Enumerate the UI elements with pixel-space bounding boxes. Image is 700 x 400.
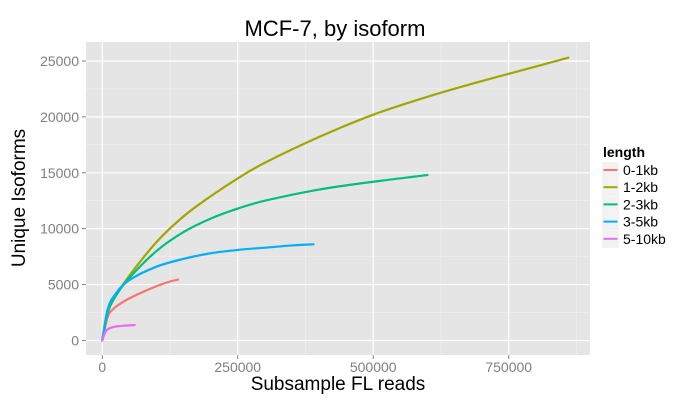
minor-gridlines [86,42,590,355]
y-tick-label: 20000 [40,109,79,125]
legend-label-2-3kb: 2-3kb [623,196,658,212]
legend-label-3-5kb: 3-5kb [623,214,658,230]
x-tick-label: 750000 [485,359,532,375]
y-tick-label: 25000 [40,53,79,69]
y-tick-label: 0 [71,332,79,348]
chart-title: MCF-7, by isoform [245,16,426,41]
y-axis: 0 5000 10000 15000 20000 25000 [40,53,86,348]
y-axis-title: Unique Isoforms [9,129,30,267]
y-tick-label: 15000 [40,165,79,181]
y-tick-label: 10000 [40,221,79,237]
legend-label-5-10kb: 5-10kb [623,231,666,247]
series-line-3-5kb [101,243,315,342]
legend-title: length [603,144,645,160]
series-line-2-3kb [101,173,429,342]
legend-label-0-1kb: 0-1kb [623,162,658,178]
x-axis: 0 250000 500000 750000 [98,355,532,375]
x-tick-label: 500000 [350,359,397,375]
series-line-0-1kb [101,278,180,342]
x-axis-title: Subsample FL reads [251,374,426,395]
series-line-5-10kb [101,323,136,342]
series-lines [101,56,570,342]
x-tick-label: 0 [98,359,106,375]
y-tick-label: 5000 [48,277,79,293]
x-tick-label: 250000 [214,359,261,375]
legend-label-1-2kb: 1-2kb [623,179,658,195]
